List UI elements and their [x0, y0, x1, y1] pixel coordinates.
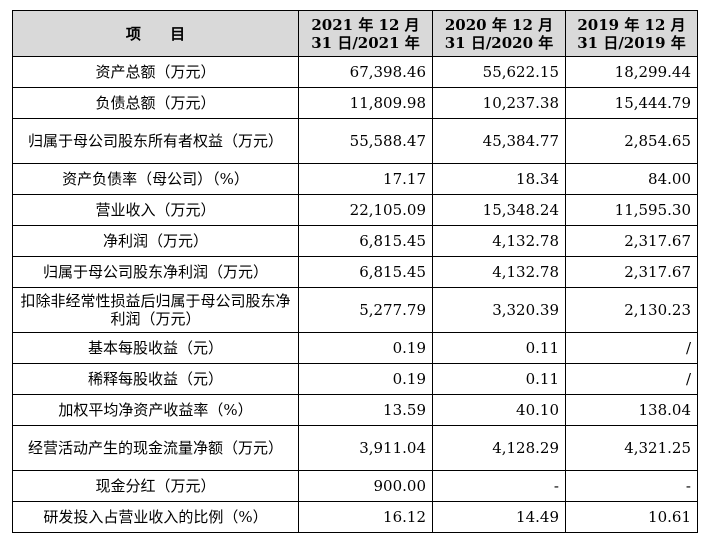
header-2020: 2020 年 12 月 31 日/2020 年 [432, 10, 566, 57]
value-2020: 55,622.15 [432, 56, 566, 88]
table-row: 研发投入占营业收入的比例（%） 16.12 14.49 10.61 [12, 501, 698, 533]
row-label: 负债总额（万元） [12, 87, 299, 119]
header-2021: 2021 年 12 月 31 日/2021 年 [298, 10, 433, 57]
value-2019: / [565, 332, 698, 364]
table-row: 扣除非经常性损益后归属于母公司股东净利润（万元） 5,277.79 3,320.39… [12, 287, 698, 333]
table-row: 现金分红（万元） 900.00- - [12, 470, 698, 502]
row-label: 资产负债率（母公司）（%） [12, 163, 299, 195]
table-row: 净利润（万元） 6,815.45 4,132.78 2,317.67 [12, 225, 698, 257]
value-2019: 2,130.23 [565, 287, 698, 333]
row-label: 稀释每股收益（元） [12, 363, 299, 395]
row-label: 归属于母公司股东净利润（万元） [12, 256, 299, 288]
row-label: 加权平均净资产收益率（%） [12, 394, 299, 426]
value-2021: 0.19 [298, 332, 433, 364]
value-2020: 0.11 [432, 332, 566, 364]
value-2021: 0.19 [298, 363, 433, 395]
row-label: 资产总额（万元） [12, 56, 299, 88]
value-2020: 14.49 [432, 501, 566, 533]
row-label: 归属于母公司股东所有者权益（万元） [12, 118, 299, 164]
value-2020: 3,320.39 [432, 287, 566, 333]
value-2019: 2,854.65 [565, 118, 698, 164]
financial-summary-table: 项 目 2021 年 12 月 31 日/2021 年 2020 年 12 月 … [12, 10, 698, 533]
row-label: 基本每股收益（元） [12, 332, 299, 364]
table-row: 资产总额（万元） 67,398.46 55,622.15 18,299.44 [12, 56, 698, 88]
value-2020: 45,384.77 [432, 118, 566, 164]
value-2021: 6,815.45 [298, 256, 433, 288]
value-2019: 18,299.44 [565, 56, 698, 88]
value-2020: 4,128.29 [432, 425, 566, 471]
header-2019: 2019 年 12 月 31 日/2019 年 [565, 10, 698, 57]
row-label: 现金分红（万元） [12, 470, 299, 502]
header-row: 项 目 2021 年 12 月 31 日/2021 年 2020 年 12 月 … [12, 10, 698, 57]
value-2020: 0.11 [432, 363, 566, 395]
table-body: 资产总额（万元） 67,398.46 55,622.15 18,299.44 负债总额（… [12, 56, 698, 533]
table-row: 归属于母公司股东所有者权益（万元） 55,588.47 45,384.77 2,854… [12, 118, 698, 164]
value-2019: / [565, 363, 698, 395]
row-label: 净利润（万元） [12, 225, 299, 257]
row-label: 扣除非经常性损益后归属于母公司股东净利润（万元） [12, 287, 299, 333]
value-2019: 10.61 [565, 501, 698, 533]
value-2021: 67,398.46 [298, 56, 433, 88]
value-2021: 13.59 [298, 394, 433, 426]
value-2021: 22,105.09 [298, 194, 433, 226]
value-2020: 10,237.38 [432, 87, 566, 119]
value-2020: 15,348.24 [432, 194, 566, 226]
value-2020: 4,132.78 [432, 225, 566, 257]
table-row: 负债总额（万元） 11,809.98 10,237.38 15,444.79 [12, 87, 698, 119]
row-label: 研发投入占营业收入的比例（%） [12, 501, 299, 533]
value-2021: 55,588.47 [298, 118, 433, 164]
value-2021: 6,815.45 [298, 225, 433, 257]
row-label: 营业收入（万元） [12, 194, 299, 226]
table-row: 加权平均净资产收益率（%） 13.59 40.10 138.04 [12, 394, 698, 426]
value-2019: 84.00 [565, 163, 698, 195]
table-row: 基本每股收益（元） 0.19 0.11/ [12, 332, 698, 364]
value-2019: 138.04 [565, 394, 698, 426]
value-2019: 15,444.79 [565, 87, 698, 119]
value-2021: 900.00 [298, 470, 433, 502]
value-2020: - [432, 470, 566, 502]
value-2019: - [565, 470, 698, 502]
header-item: 项 目 [12, 10, 299, 57]
value-2019: 11,595.30 [565, 194, 698, 226]
value-2021: 17.17 [298, 163, 433, 195]
value-2019: 2,317.67 [565, 225, 698, 257]
value-2021: 3,911.04 [298, 425, 433, 471]
row-label: 经营活动产生的现金流量净额（万元） [12, 425, 299, 471]
value-2020: 4,132.78 [432, 256, 566, 288]
value-2021: 5,277.79 [298, 287, 433, 333]
table-row: 稀释每股收益（元） 0.19 0.11/ [12, 363, 698, 395]
value-2019: 2,317.67 [565, 256, 698, 288]
value-2020: 40.10 [432, 394, 566, 426]
table-row: 归属于母公司股东净利润（万元） 6,815.45 4,132.78 2,317.67 [12, 256, 698, 288]
table-row: 资产负债率（母公司）（%） 17.17 18.34 84.00 [12, 163, 698, 195]
value-2021: 16.12 [298, 501, 433, 533]
value-2019: 4,321.25 [565, 425, 698, 471]
table-row: 经营活动产生的现金流量净额（万元） 3,911.04 4,128.29 4,321.2… [12, 425, 698, 471]
value-2020: 18.34 [432, 163, 566, 195]
table-row: 营业收入（万元） 22,105.09 15,348.24 11,595.30 [12, 194, 698, 226]
value-2021: 11,809.98 [298, 87, 433, 119]
